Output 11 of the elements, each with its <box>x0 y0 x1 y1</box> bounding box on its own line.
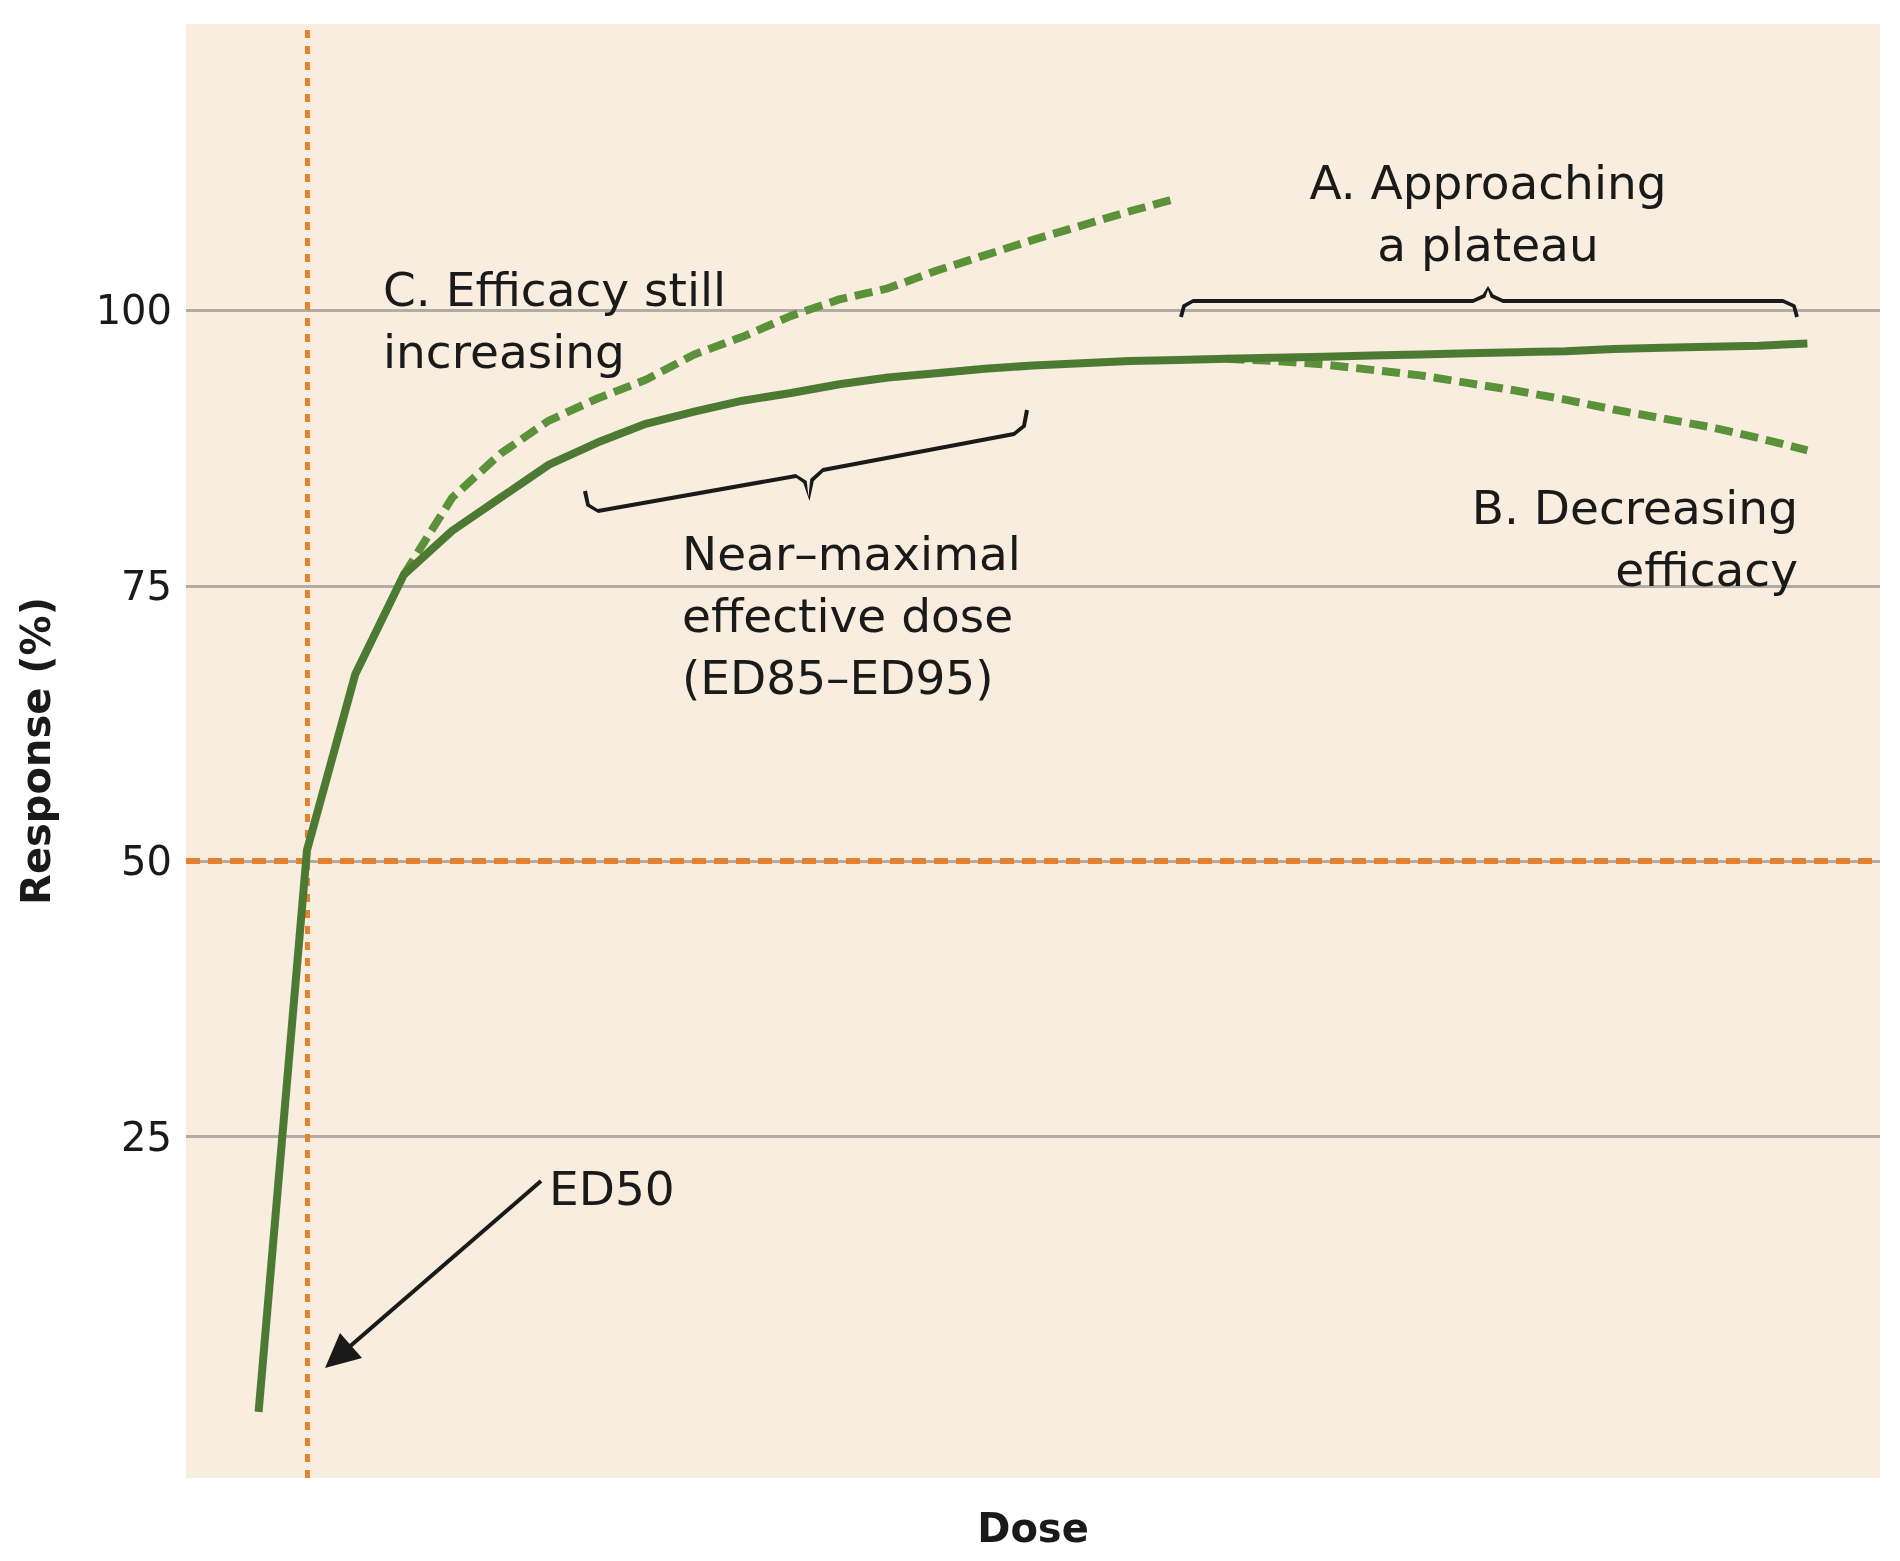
y-tick-label: 75 <box>121 562 172 609</box>
y-tick-label: 25 <box>121 1113 172 1160</box>
annotation: C. Efficacy still increasing <box>383 261 727 379</box>
annotation: A. Approaching a plateau <box>1309 154 1667 272</box>
annotation: ED50 <box>549 1160 675 1216</box>
annotation: Near–maximal effective dose (ED85–ED95) <box>682 525 1021 705</box>
annotation: B. Decreasing efficacy <box>1471 479 1798 597</box>
y-axis-title: Response (%) <box>13 597 59 905</box>
x-axis-title: Dose <box>977 1505 1089 1551</box>
y-tick-label: 100 <box>95 287 172 334</box>
y-tick-label: 50 <box>121 838 172 885</box>
